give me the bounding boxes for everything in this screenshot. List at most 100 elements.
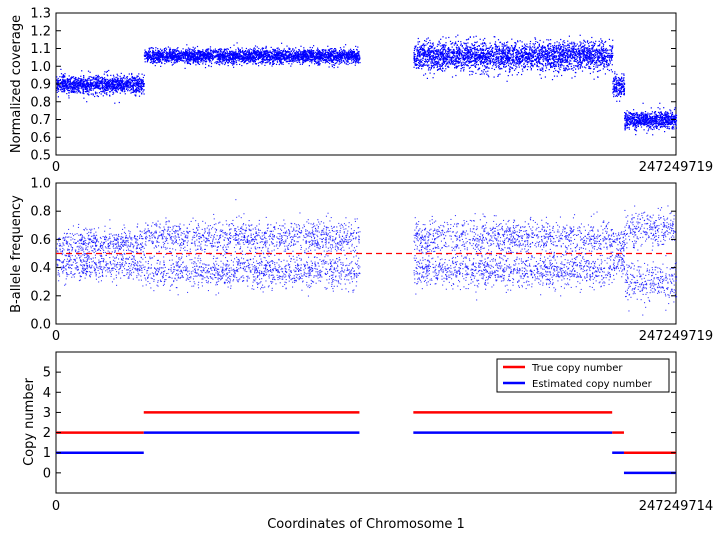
coverage-point bbox=[342, 54, 344, 56]
coverage-panel: 0.50.60.70.80.91.01.11.21.3 Normalized c… bbox=[9, 7, 713, 176]
coverage-point bbox=[80, 84, 82, 86]
coverage-point bbox=[137, 89, 139, 91]
coverage-point bbox=[73, 87, 76, 89]
coverage-point bbox=[118, 101, 120, 104]
coverage-point bbox=[75, 90, 77, 92]
coverage-point bbox=[248, 54, 250, 56]
coverage-point bbox=[307, 57, 309, 59]
coverage-point bbox=[82, 82, 85, 84]
coverage-point bbox=[77, 78, 79, 80]
coverage-point bbox=[197, 61, 199, 63]
coverage-point bbox=[317, 53, 319, 55]
coverage-point bbox=[254, 52, 256, 54]
coverage-point bbox=[202, 61, 204, 63]
coverage-point bbox=[115, 85, 118, 87]
coverage-point bbox=[78, 84, 81, 86]
coverage-point bbox=[204, 56, 206, 58]
coverage-point bbox=[187, 54, 189, 56]
coverage-point bbox=[172, 56, 174, 58]
coverage-point bbox=[163, 56, 165, 58]
coverage-point bbox=[178, 55, 180, 57]
coverage-point bbox=[233, 57, 235, 59]
coverage-point bbox=[194, 61, 197, 63]
coverage-point bbox=[168, 54, 171, 56]
coverage-point bbox=[292, 59, 294, 61]
coverage-point bbox=[340, 57, 342, 59]
coverage-point bbox=[317, 51, 319, 53]
coverage-point bbox=[87, 70, 90, 72]
coverage-point bbox=[598, 40, 600, 42]
coverage-point bbox=[183, 53, 185, 55]
coverage-point bbox=[97, 79, 100, 81]
coverage-point bbox=[263, 52, 265, 54]
coverage-point bbox=[72, 84, 75, 87]
coverage-point bbox=[551, 79, 554, 81]
coverage-point bbox=[145, 55, 147, 57]
coverage-point bbox=[475, 60, 477, 62]
coverage-point bbox=[532, 64, 534, 66]
coverage-point bbox=[66, 88, 68, 90]
coverage-point bbox=[135, 95, 137, 97]
coverage-point bbox=[175, 56, 177, 58]
coverage-point bbox=[262, 54, 265, 56]
coverage-point bbox=[92, 89, 94, 91]
coverage-point bbox=[333, 58, 335, 60]
coverage-point bbox=[180, 58, 182, 60]
coverage-point bbox=[333, 64, 335, 66]
coverage-point bbox=[272, 50, 274, 52]
coverage-point bbox=[146, 54, 148, 56]
coverage-point bbox=[219, 55, 221, 57]
coverage-point bbox=[207, 59, 209, 61]
coverage-point bbox=[100, 80, 102, 82]
coverage-point bbox=[88, 94, 90, 96]
coverage-point bbox=[196, 60, 198, 62]
coverage-point bbox=[56, 91, 58, 93]
coverage-point bbox=[612, 45, 614, 47]
coverage-point bbox=[121, 81, 124, 83]
coverage-point bbox=[120, 79, 122, 81]
coverage-point bbox=[205, 57, 207, 59]
coverage-point bbox=[156, 54, 158, 56]
coverage-point bbox=[148, 57, 150, 59]
coverage-point bbox=[263, 57, 265, 59]
coverage-point bbox=[266, 49, 268, 51]
coverage-point bbox=[198, 63, 201, 65]
coverage-point bbox=[168, 60, 170, 62]
coverage-point bbox=[85, 80, 87, 82]
coverage-point bbox=[252, 63, 254, 65]
coverage-point bbox=[97, 79, 99, 81]
coverage-point bbox=[241, 51, 243, 53]
coverage-point bbox=[192, 50, 194, 52]
coverage-point bbox=[191, 55, 193, 57]
coverage-point bbox=[287, 50, 289, 52]
coverage-point bbox=[190, 53, 192, 55]
coverage-point bbox=[563, 65, 565, 67]
coverage-point bbox=[284, 59, 286, 61]
coverage-point bbox=[310, 57, 312, 59]
coverage-point bbox=[189, 48, 191, 50]
coverage-point bbox=[67, 87, 69, 89]
coverage-point bbox=[109, 80, 112, 82]
coverage-point bbox=[143, 85, 145, 87]
coverage-point bbox=[313, 54, 315, 57]
coverage-point bbox=[91, 76, 93, 78]
coverage-point bbox=[193, 49, 195, 51]
coverage-point bbox=[524, 60, 526, 62]
coverage-point bbox=[184, 62, 186, 64]
coverage-point bbox=[336, 57, 338, 59]
coverage-point bbox=[508, 63, 510, 65]
coverage-point bbox=[138, 91, 140, 93]
coverage-point bbox=[248, 55, 251, 57]
coverage-point bbox=[197, 54, 199, 56]
coverage-point bbox=[282, 56, 284, 58]
coverage-point bbox=[101, 76, 103, 78]
coverage-point bbox=[254, 56, 256, 58]
coverage-point bbox=[346, 56, 348, 58]
coverage-point bbox=[342, 53, 345, 55]
coverage-point bbox=[203, 54, 205, 56]
coverage-point bbox=[313, 45, 315, 47]
coverage-point bbox=[354, 57, 356, 59]
coverage-point bbox=[71, 76, 73, 78]
coverage-point bbox=[130, 82, 132, 84]
coverage-point bbox=[529, 57, 531, 59]
